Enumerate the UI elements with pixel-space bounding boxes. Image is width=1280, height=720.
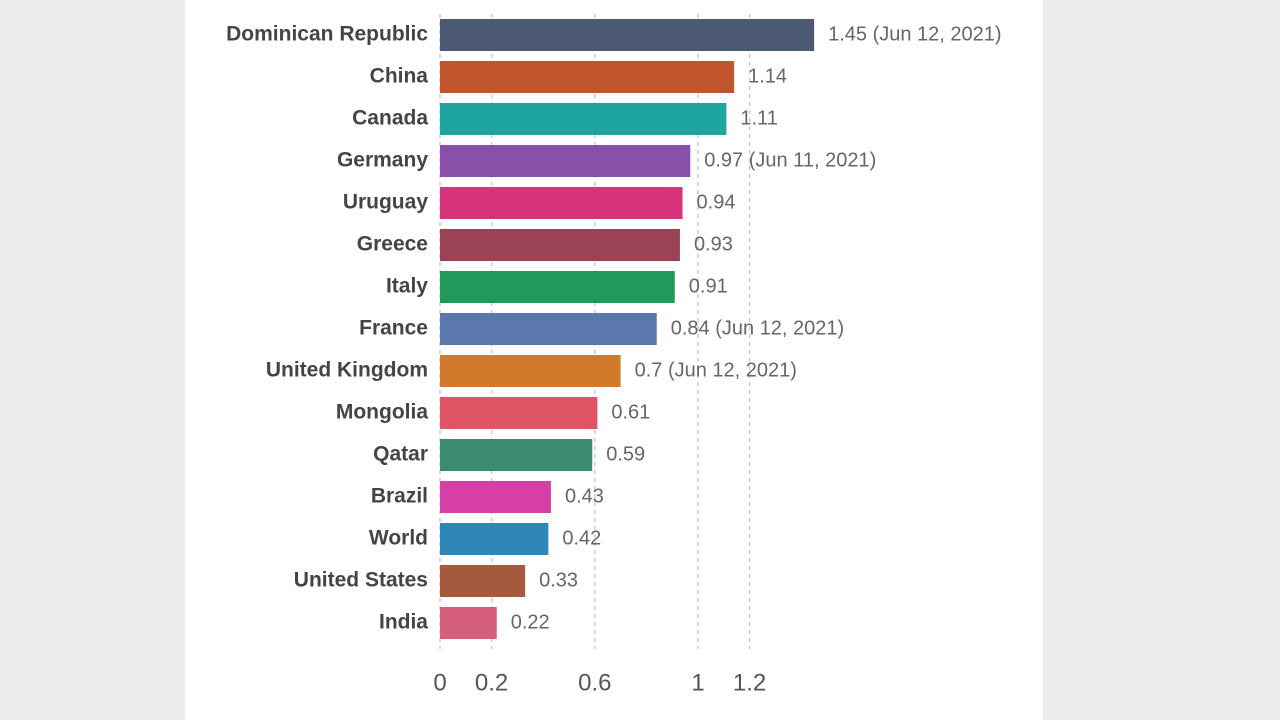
bar [440, 355, 621, 387]
bar [440, 523, 549, 555]
bar [440, 103, 727, 135]
category-label: Qatar [373, 443, 428, 466]
category-label: United States [294, 569, 428, 592]
category-label: India [379, 611, 428, 634]
bar [440, 397, 598, 429]
category-label: Uruguay [343, 191, 429, 214]
bar [440, 607, 497, 639]
category-label: China [370, 65, 429, 88]
bar [440, 313, 657, 345]
category-label: Italy [386, 275, 428, 298]
bar [440, 145, 691, 177]
value-label: 0.97 (Jun 11, 2021) [704, 149, 876, 171]
value-label: 0.93 [694, 233, 733, 255]
x-tick-label: 0.6 [578, 669, 611, 696]
value-label: 0.33 [539, 569, 578, 591]
value-label: 1.11 [740, 107, 777, 129]
category-label: Germany [337, 149, 428, 172]
bar [440, 187, 683, 219]
category-label: Greece [357, 233, 428, 256]
category-label: World [369, 527, 428, 550]
value-label: 0.84 (Jun 12, 2021) [671, 317, 844, 339]
x-tick-label: 0.2 [475, 669, 508, 696]
bar [440, 19, 815, 51]
category-label: Brazil [371, 485, 428, 508]
x-tick-label: 0 [433, 669, 446, 696]
x-tick-label: 1 [691, 669, 704, 696]
bar [440, 439, 593, 471]
value-label: 0.61 [611, 401, 650, 423]
value-label: 0.59 [606, 443, 645, 465]
bar [440, 271, 675, 303]
value-label: 0.94 [697, 191, 736, 213]
value-label: 0.42 [562, 527, 601, 549]
bar [440, 229, 680, 261]
category-label: France [359, 317, 428, 340]
value-label: 0.22 [511, 611, 550, 633]
value-label: 0.7 (Jun 12, 2021) [635, 359, 797, 381]
value-label: 1.45 (Jun 12, 2021) [828, 23, 1001, 45]
value-label: 0.91 [689, 275, 728, 297]
category-label: Canada [352, 107, 428, 130]
bar [440, 481, 551, 513]
x-tick-label: 1.2 [733, 669, 766, 696]
category-label: Mongolia [336, 401, 428, 424]
bar [440, 565, 526, 597]
category-label: United Kingdom [266, 359, 428, 382]
category-label: Dominican Republic [226, 23, 428, 46]
bar [440, 61, 735, 93]
value-label: 0.43 [565, 485, 604, 507]
value-label: 1.14 [748, 65, 787, 87]
